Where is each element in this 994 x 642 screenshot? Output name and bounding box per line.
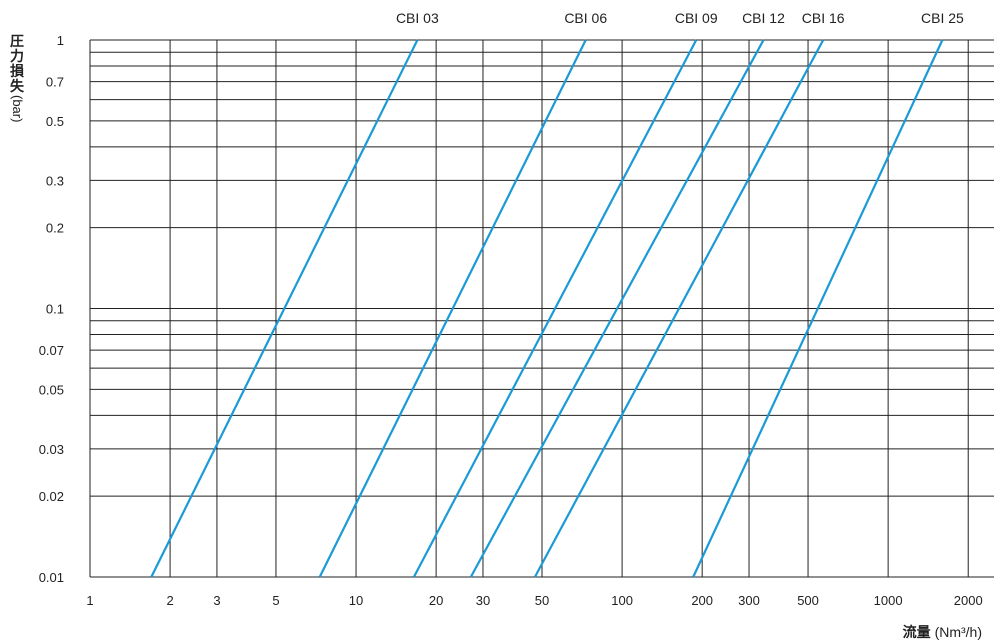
- x-tick-label: 3: [213, 593, 220, 608]
- x-tick-label: 10: [349, 593, 363, 608]
- y-tick-label: 0.03: [39, 442, 64, 457]
- x-tick-label: 300: [738, 593, 760, 608]
- x-axis-unit: (Nm³/h): [935, 624, 982, 640]
- y-tick-label: 0.01: [39, 570, 64, 585]
- y-tick-label: 0.02: [39, 489, 64, 504]
- y-tick-label: 0.07: [39, 343, 64, 358]
- series-labels: CBI 03 CBI 06 CBI 09 CBI 12 CBI 16 CBI 25: [396, 10, 964, 26]
- x-tick-label: 50: [535, 593, 549, 608]
- y-tick-label: 0.05: [39, 382, 64, 397]
- x-tick-label: 30: [476, 593, 490, 608]
- x-tick-label: 200: [691, 593, 713, 608]
- y-tick-label: 0.1: [46, 302, 64, 317]
- x-axis-label: 流量 (Nm³/h): [903, 622, 982, 642]
- y-axis-title: 圧力損失: [10, 34, 26, 94]
- series-label-3: CBI 09: [675, 10, 718, 26]
- series-label-5: CBI 16: [802, 10, 845, 26]
- x-tick-label: 2: [166, 593, 173, 608]
- x-tick-label: 1000: [874, 593, 903, 608]
- y-axis-label: 圧力損失 (bar): [10, 34, 26, 122]
- y-tick-label: 0.5: [46, 114, 64, 129]
- y-tick-label: 0.3: [46, 173, 64, 188]
- y-tick-label: 1: [57, 33, 64, 48]
- x-axis-title: 流量: [903, 624, 931, 640]
- x-tick-label: 2000: [954, 593, 983, 608]
- series-label-6: CBI 25: [921, 10, 964, 26]
- x-tick-label: 100: [611, 593, 633, 608]
- x-tick-label: 5: [272, 593, 279, 608]
- series-label-2: CBI 06: [564, 10, 607, 26]
- x-tick-label: 500: [797, 593, 819, 608]
- y-axis-unit: (bar): [10, 95, 25, 122]
- grid: [90, 40, 994, 577]
- y-tick-labels: 0.01 0.02 0.03 0.05 0.07 0.1 0.2 0.3 0.5 0.7 1: [39, 33, 64, 585]
- series-label-1: CBI 03: [396, 10, 439, 26]
- x-tick-label: 1: [86, 593, 93, 608]
- y-tick-label: 0.2: [46, 221, 64, 236]
- series-label-4: CBI 12: [742, 10, 785, 26]
- y-tick-label: 0.7: [46, 75, 64, 90]
- x-tick-label: 20: [429, 593, 443, 608]
- x-tick-labels: 1 2 3 5 10 20 30 50 100 200 300 500 1000 2000: [86, 593, 982, 608]
